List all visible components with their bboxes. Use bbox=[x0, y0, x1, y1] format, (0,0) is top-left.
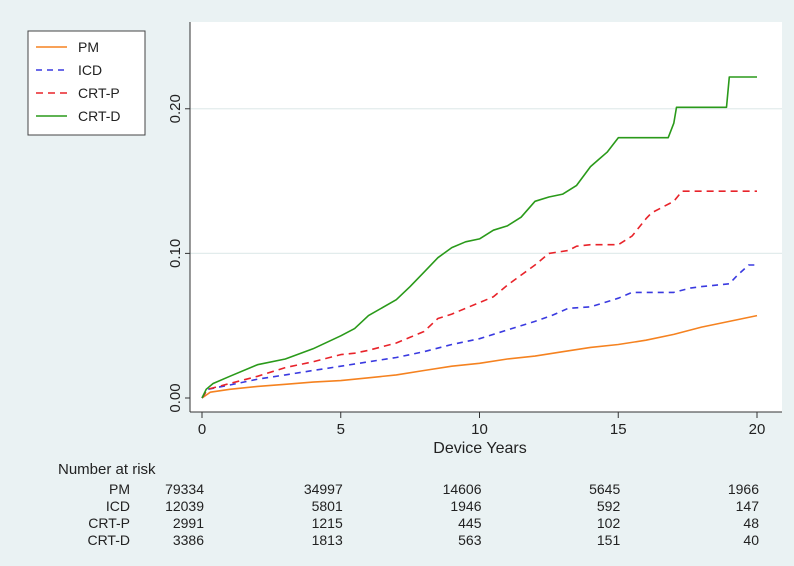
series-line-pm bbox=[201, 314, 758, 399]
y-tick-label: 0.10 bbox=[167, 239, 184, 268]
legend-label-crt-p: CRT-P bbox=[78, 85, 120, 101]
x-ticks: 0 5 10 15 20 bbox=[198, 412, 766, 438]
series-line-icd bbox=[201, 264, 757, 399]
risk-cell: 48 bbox=[743, 515, 759, 531]
legend: PM ICD CRT-P CRT-D bbox=[27, 30, 146, 136]
risk-cell: 40 bbox=[743, 532, 759, 548]
risk-cell: 563 bbox=[458, 532, 482, 548]
risk-cell: 102 bbox=[597, 515, 621, 531]
series-line-crt-d bbox=[201, 76, 757, 399]
risk-cell: 1215 bbox=[312, 515, 343, 531]
axes bbox=[189, 22, 782, 413]
risk-cell: 151 bbox=[597, 532, 621, 548]
risk-table: Number at risk PM 79334 34997 14606 5645 1966… bbox=[58, 461, 759, 548]
legend-label-pm: PM bbox=[78, 39, 99, 55]
risk-cell: 14606 bbox=[443, 481, 482, 497]
y-tick-label: 0.00 bbox=[167, 383, 184, 412]
x-axis-label: Device Years bbox=[433, 440, 526, 457]
risk-cell: 1966 bbox=[728, 481, 759, 497]
risk-cell: 147 bbox=[736, 498, 760, 514]
risk-row-label: PM bbox=[109, 481, 130, 497]
risk-cell: 5801 bbox=[312, 498, 343, 514]
legend-label-crt-d: CRT-D bbox=[78, 108, 121, 124]
risk-cell: 445 bbox=[458, 515, 482, 531]
legend-label-icd: ICD bbox=[78, 62, 102, 78]
risk-cell: 79334 bbox=[165, 481, 204, 497]
risk-row-label: CRT-P bbox=[88, 515, 130, 531]
risk-cell: 1813 bbox=[312, 532, 343, 548]
x-tick-label: 15 bbox=[610, 421, 627, 438]
risk-cell: 5645 bbox=[589, 481, 620, 497]
risk-cell: 1946 bbox=[450, 498, 481, 514]
risk-row-label: CRT-D bbox=[87, 532, 130, 548]
x-tick-label: 0 bbox=[198, 421, 206, 438]
plot-area bbox=[190, 22, 782, 412]
risk-cell: 592 bbox=[597, 498, 621, 514]
risk-cell: 3386 bbox=[173, 532, 204, 548]
risk-cell: 2991 bbox=[173, 515, 204, 531]
legend-box bbox=[27, 30, 146, 136]
x-tick-label: 20 bbox=[749, 421, 766, 438]
series-line-crt-p bbox=[201, 190, 757, 399]
x-tick-label: 10 bbox=[471, 421, 488, 438]
risk-table-title: Number at risk bbox=[58, 461, 156, 478]
risk-cell: 34997 bbox=[304, 481, 343, 497]
y-tick-label: 0.20 bbox=[167, 94, 184, 123]
series-layer bbox=[201, 76, 758, 399]
x-tick-label: 5 bbox=[337, 421, 345, 438]
grid-lines bbox=[190, 108, 782, 254]
risk-cell: 12039 bbox=[165, 498, 204, 514]
risk-row-label: ICD bbox=[106, 498, 130, 514]
y-ticks: 0.00 0.10 0.20 bbox=[167, 94, 190, 413]
